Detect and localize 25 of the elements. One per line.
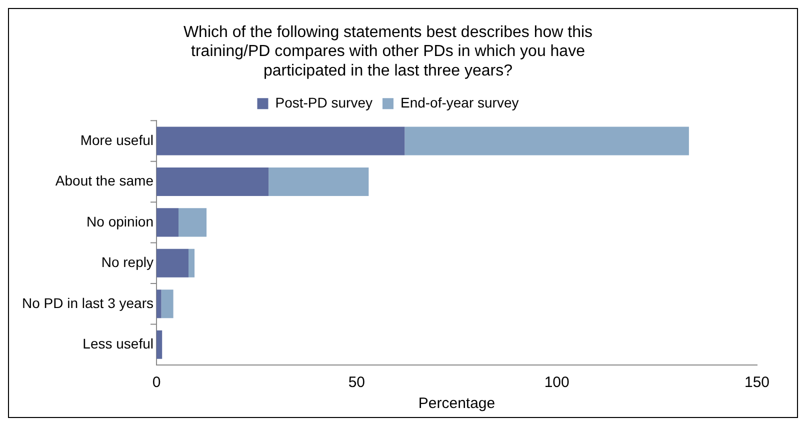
y-tick-label: More useful <box>80 132 154 148</box>
y-tick-label: No reply <box>101 254 154 270</box>
bar <box>156 208 179 237</box>
y-tick-label: Less useful <box>82 335 154 352</box>
legend-label: Post-PD survey <box>275 94 372 110</box>
x-tick-label: 50 <box>348 374 366 392</box>
x-tick-label: 0 <box>152 374 161 392</box>
bar <box>156 248 189 278</box>
x-tick-label: 150 <box>744 374 770 392</box>
x-tick-label: 100 <box>544 374 570 392</box>
bar <box>178 208 207 237</box>
bar <box>188 248 195 278</box>
chart-title: Which of the following statements best describes how this training/PD compares with other PDs in which you have participated in the last three years? <box>183 24 593 80</box>
y-tick-label: No opinion <box>86 213 154 230</box>
bar <box>404 126 689 156</box>
bar <box>156 126 405 156</box>
bar <box>156 290 162 318</box>
bar <box>156 330 162 359</box>
bar <box>156 167 269 196</box>
x-axis-title: Percentage <box>418 395 496 412</box>
bar <box>161 290 174 318</box>
y-tick-label: No PD in last 3 years <box>22 294 154 311</box>
legend-label: End-of-year survey <box>400 94 519 110</box>
bar <box>268 167 369 196</box>
y-tick-label: About the same <box>55 172 154 189</box>
